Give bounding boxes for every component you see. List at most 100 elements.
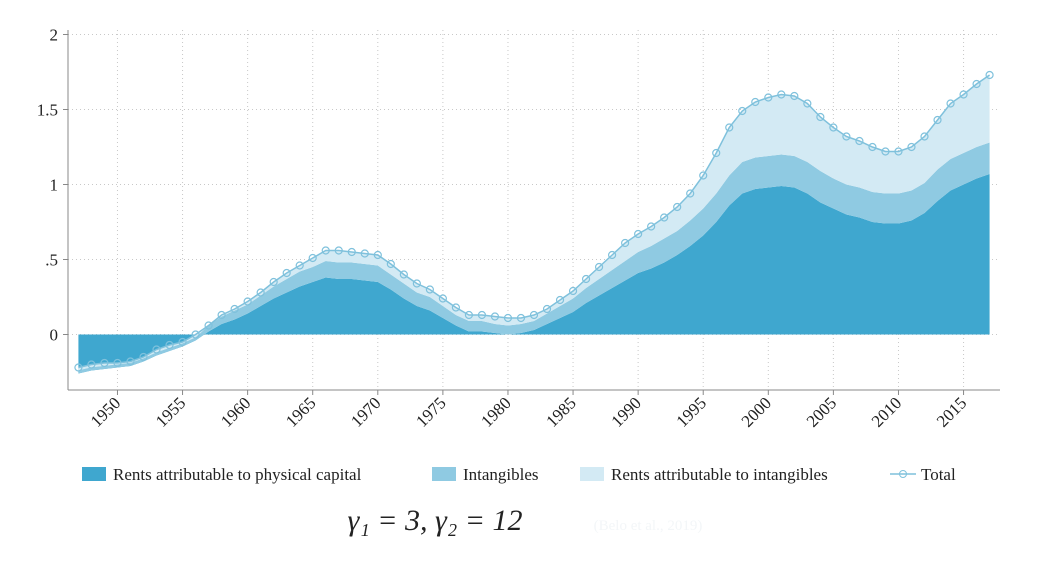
annotation: (Belo et al., 2019): [594, 518, 703, 534]
total-marker: [204, 321, 213, 330]
total-marker: [881, 147, 890, 156]
total-marker: [256, 288, 265, 297]
total-marker: [647, 222, 656, 231]
total-marker: [894, 147, 903, 156]
total-marker: [373, 250, 382, 260]
x-tick-label: 1985: [542, 393, 579, 430]
total-marker: [269, 277, 278, 287]
x-tick-label: 1990: [607, 393, 644, 430]
total-marker: [699, 171, 708, 180]
total-marker: [946, 99, 955, 108]
total-marker: [855, 136, 864, 146]
area: [78, 75, 990, 371]
x-tick-label: 2010: [868, 393, 905, 430]
total-marker: [126, 357, 135, 366]
total-marker: [139, 352, 148, 362]
legend-marker: [899, 470, 907, 478]
legend-label: Total: [921, 465, 956, 484]
total-marker: [477, 310, 487, 320]
total-marker: [243, 297, 252, 306]
total-marker: [100, 358, 109, 368]
total-marker: [568, 286, 578, 296]
total-marker: [621, 238, 630, 248]
total-marker: [842, 132, 851, 141]
total-marker: [87, 360, 96, 369]
total-marker: [555, 295, 565, 305]
x-tick-label: 1960: [217, 393, 254, 430]
total-marker: [451, 303, 460, 312]
total-marker: [425, 285, 434, 294]
total-marker: [608, 250, 617, 260]
total-marker: [178, 337, 187, 347]
y-tick-label: .5: [45, 251, 58, 270]
total-marker: [516, 313, 526, 323]
total-marker: [803, 99, 812, 108]
y-tick-label: 2: [50, 26, 59, 45]
total-marker: [959, 90, 968, 99]
total-marker: [412, 279, 421, 288]
total-marker: [581, 274, 591, 284]
total-marker: [920, 132, 929, 141]
x-tick-label: 2015: [933, 393, 970, 430]
total-marker: [594, 262, 604, 272]
total-marker: [217, 310, 226, 320]
total-marker: [360, 249, 369, 258]
total-marker: [347, 247, 356, 257]
x-tick-label: 2000: [738, 393, 775, 430]
area: [78, 142, 990, 374]
total-marker: [933, 115, 942, 125]
total-marker: [334, 246, 343, 255]
total-marker: [295, 261, 304, 270]
total-marker: [191, 330, 200, 339]
total-marker: [490, 312, 500, 321]
total-line: [78, 74, 991, 369]
x-tick-label: 1965: [282, 393, 319, 430]
total-marker: [386, 259, 395, 269]
total-marker: [74, 363, 83, 372]
total-marker: [829, 123, 838, 132]
y-tick-label: 1.5: [37, 101, 58, 120]
total-marker: [868, 142, 877, 152]
total-marker: [738, 106, 747, 116]
total-marker: [503, 313, 513, 323]
total-marker: [321, 246, 330, 255]
total-marker: [634, 229, 643, 239]
x-tick-label: 2005: [803, 393, 840, 430]
total-marker: [686, 189, 695, 198]
total-marker: [907, 142, 916, 152]
total-marker: [282, 268, 291, 278]
total-marker: [660, 213, 669, 222]
legend-swatch: [432, 467, 456, 481]
total-marker: [152, 345, 161, 354]
subtitle: γ₁ = 3, γ₂ = 12: [348, 504, 523, 537]
legend-label: Intangibles: [463, 465, 539, 484]
legend-label: Rents attributable to intangibles: [611, 465, 828, 484]
x-tick-label: 1970: [347, 393, 384, 430]
total-marker: [751, 97, 760, 107]
legend-label: Rents attributable to physical capital: [113, 465, 362, 484]
total-marker: [712, 148, 721, 158]
total-marker: [529, 310, 539, 320]
total-marker: [464, 310, 474, 320]
total-marker: [399, 270, 408, 279]
total-marker: [113, 358, 122, 368]
total-marker: [985, 70, 994, 80]
x-tick-label: 1955: [152, 393, 189, 430]
total-marker: [764, 93, 773, 102]
total-marker: [542, 304, 552, 314]
y-tick-label: 0: [50, 326, 59, 345]
total-marker: [308, 253, 317, 263]
total-marker: [777, 90, 786, 99]
legend-swatch: [82, 467, 106, 481]
total-marker: [972, 79, 981, 89]
total-marker: [230, 304, 239, 314]
x-tick-label: 1975: [412, 393, 449, 430]
total-marker: [790, 91, 799, 101]
total-marker: [438, 294, 447, 303]
legend-swatch: [580, 467, 604, 481]
total-marker: [165, 340, 174, 350]
y-tick-label: 1: [50, 176, 59, 195]
total-marker: [673, 202, 682, 212]
area: [78, 174, 990, 374]
